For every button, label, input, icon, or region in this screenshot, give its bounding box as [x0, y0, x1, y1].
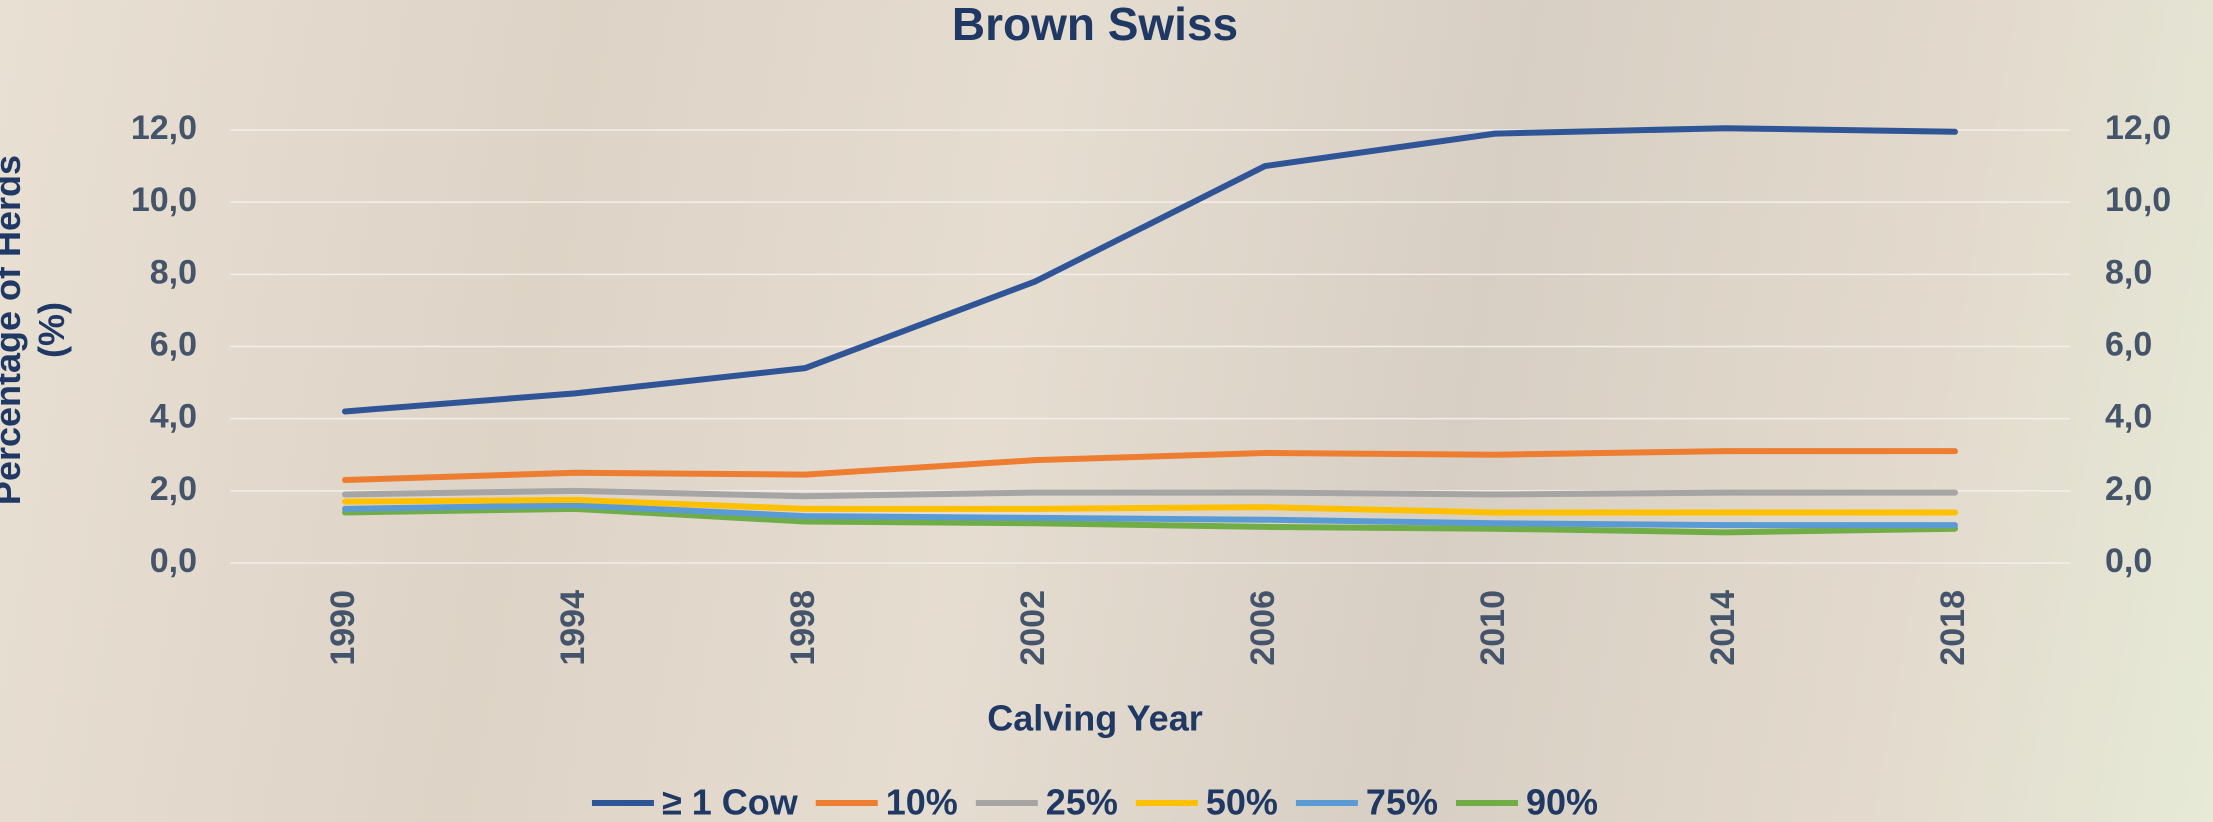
y-tick-label: 12,0 — [131, 109, 197, 147]
series-line — [342, 125, 1958, 415]
y2-tick-label: 10,0 — [2105, 181, 2171, 219]
legend-label: 10% — [886, 782, 958, 822]
x-tick-label: 1990 — [324, 590, 362, 666]
x-tick-label: 2002 — [1014, 590, 1052, 666]
x-tick-label: 2014 — [1704, 590, 1742, 666]
x-tick-label: 1998 — [784, 590, 822, 666]
series-line — [342, 505, 1958, 536]
y2-tick-label: 8,0 — [2105, 253, 2152, 291]
x-axis-title: Calving Year — [987, 698, 1202, 739]
y2-tick-label: 6,0 — [2105, 325, 2152, 363]
y-tick-label: 4,0 — [150, 398, 197, 436]
legend-label: 50% — [1206, 782, 1278, 822]
series-line — [342, 496, 1958, 516]
series-line — [342, 487, 1958, 500]
legend-label: ≥ 1 Cow — [662, 782, 799, 822]
legend-label: 75% — [1366, 782, 1438, 822]
y2-tick-label: 12,0 — [2105, 109, 2171, 147]
y2-tick-label: 0,0 — [2105, 542, 2152, 580]
y-tick-label: 8,0 — [150, 253, 197, 291]
x-tick-label: 2010 — [1474, 590, 1512, 666]
y2-tick-label: 4,0 — [2105, 398, 2152, 436]
x-tick-label: 2018 — [1934, 590, 1972, 666]
chart-title: Brown Swiss — [952, 0, 1238, 50]
y-tick-label: 10,0 — [131, 181, 197, 219]
x-tick-label: 1994 — [554, 590, 592, 666]
x-tick-label: 2006 — [1244, 590, 1282, 666]
y-tick-label: 2,0 — [150, 470, 197, 508]
legend-label: 90% — [1526, 782, 1598, 822]
y-tick-label: 6,0 — [150, 325, 197, 363]
legend-label: 25% — [1046, 782, 1118, 822]
series-line — [342, 448, 1958, 484]
series-line — [342, 502, 1958, 529]
y2-tick-label: 2,0 — [2105, 470, 2152, 508]
y-tick-label: 0,0 — [150, 542, 197, 580]
